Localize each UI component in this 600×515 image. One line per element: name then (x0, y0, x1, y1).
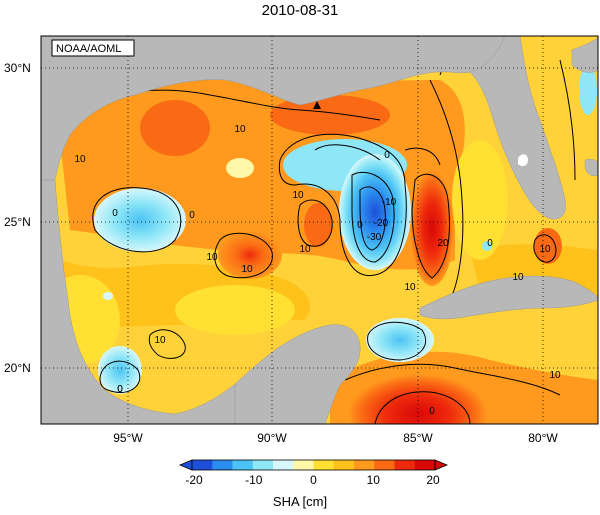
colorbar-segment (293, 460, 314, 470)
contour-label: 10 (299, 244, 311, 255)
source-label-box (51, 39, 135, 57)
contour-label: 0 (487, 238, 493, 249)
land-florida (469, 36, 566, 220)
lon-tick-85w: 85°W (403, 431, 433, 445)
land-mexico (41, 179, 236, 424)
yellow-spot (226, 158, 254, 178)
lat-tick-30n: 30°N (4, 61, 31, 75)
patch-northwest (140, 100, 210, 156)
contour-label: 10 (539, 244, 551, 255)
colorbar-tick-label: -20 (185, 473, 203, 487)
graticule (41, 36, 598, 424)
yucatan-low (366, 318, 434, 362)
land (41, 36, 598, 424)
colorbar-segment (414, 460, 436, 470)
colorbar-segment (273, 460, 294, 470)
colorbar-segment (192, 460, 213, 470)
caribbean-high (348, 374, 488, 424)
contour-label: 0 (384, 150, 390, 161)
contour-label: -10 (382, 197, 397, 208)
colorbar-segment (354, 460, 375, 470)
colorbar-segment (232, 460, 254, 470)
contour-label: 0 (117, 384, 123, 395)
colorbar-segment (394, 460, 416, 470)
colorbar-arrow-right (434, 459, 449, 471)
contour-label: 10 (512, 272, 524, 283)
yellow-bay (175, 285, 295, 335)
eddy-low (339, 154, 411, 270)
patch-small-high (304, 203, 332, 247)
colorbar-segment (212, 460, 233, 470)
colorbar-arrow-left (178, 459, 193, 471)
plot-frame (40, 35, 599, 425)
contour-label: 0 (117, 384, 123, 395)
colorbar-segment (374, 460, 395, 470)
lake-icon (518, 154, 528, 167)
contour-label: 10 (404, 282, 416, 293)
land-yucatan (234, 324, 361, 424)
small-low-2 (482, 241, 492, 251)
land-east (571, 36, 598, 73)
contour-label: 0 (112, 208, 118, 219)
contour-label: -20 (374, 218, 389, 229)
contour-label: 10 (549, 370, 561, 381)
contour-label: 0 (429, 406, 435, 417)
colorbar-tick-label: 10 (367, 473, 381, 487)
colorbar-tick-label: 0 (310, 473, 317, 487)
colorbar (178, 459, 449, 471)
colorbar-ticks: -20 -10 0 10 20 (185, 473, 440, 487)
colorbar-frame (191, 459, 436, 471)
small-low-1 (103, 292, 113, 300)
contour-label: 10 (234, 124, 246, 135)
station-triangle-icon (313, 101, 321, 109)
map-field (41, 36, 598, 424)
map-title: 2010-08-31 (261, 2, 339, 19)
lon-tick-80w: 80°W (528, 431, 558, 445)
yellow-florida-strait (452, 140, 508, 260)
source-label: NOAA/AOML (56, 43, 121, 55)
contour-label: 0 (357, 220, 363, 231)
lon-tick-95w: 95°W (113, 431, 143, 445)
contour-label: 10 (292, 190, 304, 201)
contour-label: 10 (241, 264, 253, 275)
atlantic-low (579, 65, 597, 115)
contour-label: 10 (206, 252, 218, 263)
western-low (94, 188, 186, 252)
colorbar-segment (333, 460, 355, 470)
lat-tick-20n: 20°N (4, 361, 31, 375)
land-east-islands (584, 158, 598, 176)
contour-label: 10 (74, 154, 86, 165)
contour-label: 20 (437, 238, 449, 249)
contour-label: -30 (367, 232, 382, 243)
colorbar-tick-label: 20 (426, 473, 440, 487)
land-us-gulf-coast (41, 36, 506, 181)
lon-tick-90w: 90°W (257, 431, 287, 445)
lat-tick-25n: 25°N (4, 215, 31, 229)
campeche-low (98, 346, 142, 394)
contour-labels: 10100010010100100-30-20-1010201000101001… (74, 124, 561, 417)
colorbar-label: SHA [cm] (272, 494, 328, 509)
colorbar-segment (313, 460, 335, 470)
contour-label: 0 (189, 210, 195, 221)
contour-label: 10 (154, 335, 166, 346)
loop-current-high (410, 170, 454, 286)
colorbar-segment (252, 460, 274, 470)
colorbar-tick-label: -10 (245, 473, 263, 487)
